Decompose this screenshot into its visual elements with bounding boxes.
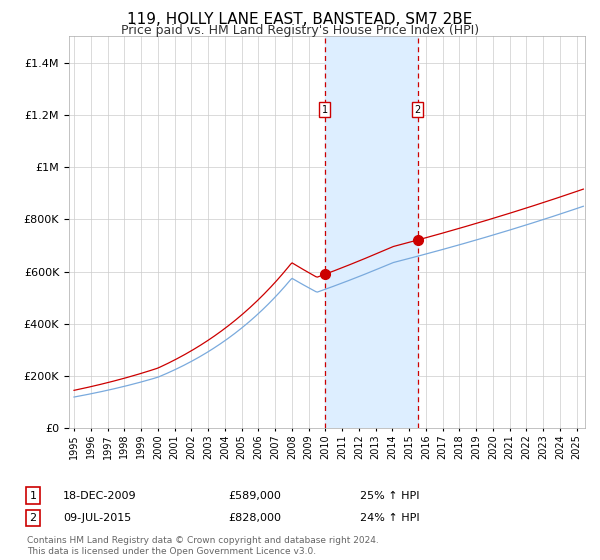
Text: 2: 2: [415, 105, 421, 115]
Text: 18-DEC-2009: 18-DEC-2009: [63, 491, 137, 501]
Text: 1: 1: [29, 491, 37, 501]
Text: 25% ↑ HPI: 25% ↑ HPI: [360, 491, 419, 501]
Text: Price paid vs. HM Land Registry's House Price Index (HPI): Price paid vs. HM Land Registry's House …: [121, 24, 479, 37]
Text: 24% ↑ HPI: 24% ↑ HPI: [360, 513, 419, 523]
Text: 09-JUL-2015: 09-JUL-2015: [63, 513, 131, 523]
Bar: [325, 36, 418, 428]
Text: Contains HM Land Registry data © Crown copyright and database right 2024.: Contains HM Land Registry data © Crown c…: [27, 536, 379, 545]
Text: 1: 1: [322, 105, 328, 115]
Text: 119, HOLLY LANE EAST, BANSTEAD, SM7 2BE: 119, HOLLY LANE EAST, BANSTEAD, SM7 2BE: [127, 12, 473, 27]
Text: £589,000: £589,000: [228, 491, 281, 501]
Text: £828,000: £828,000: [228, 513, 281, 523]
Text: This data is licensed under the Open Government Licence v3.0.: This data is licensed under the Open Gov…: [27, 547, 316, 556]
Text: 2: 2: [29, 513, 37, 523]
